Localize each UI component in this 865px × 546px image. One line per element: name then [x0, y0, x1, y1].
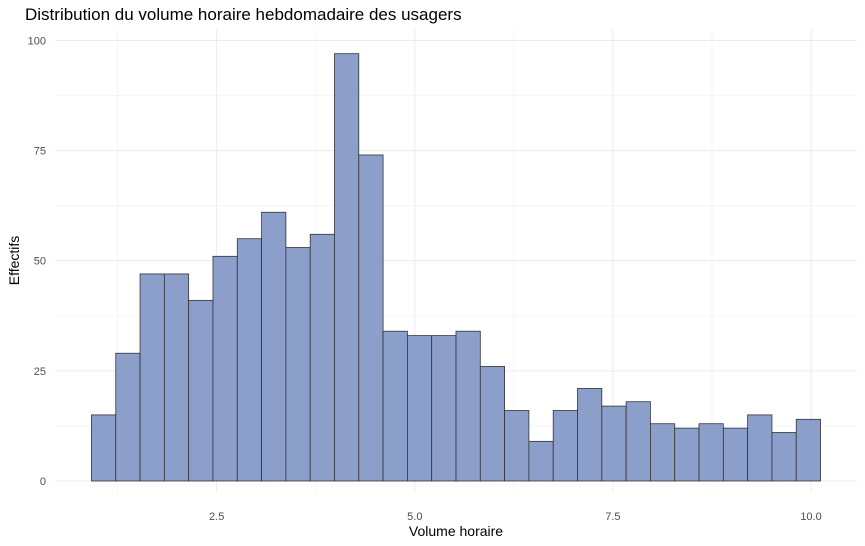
x-axis-ticks: 2.5 5.0 7.5 10.0 [209, 511, 822, 523]
x-tick-label: 10.0 [800, 511, 821, 523]
histogram-bar [188, 299, 214, 482]
histogram-bar [698, 423, 724, 482]
histogram-bar [771, 432, 797, 482]
histogram-bar [115, 352, 141, 482]
histogram-bar [431, 335, 457, 482]
histogram-bar [504, 410, 530, 482]
histogram-bar [382, 330, 408, 482]
histogram-bar [163, 273, 190, 482]
histogram-bar [747, 414, 773, 482]
histogram-bar [212, 255, 238, 482]
y-tick-label: 25 [34, 366, 46, 378]
y-tick-label: 0 [40, 476, 46, 488]
histogram-bar [601, 405, 627, 482]
histogram-bar [674, 427, 700, 482]
y-tick-label: 100 [28, 35, 46, 47]
x-axis-label: Volume horaire [409, 523, 503, 539]
histogram-bar [285, 247, 311, 482]
histogram-bar [309, 233, 335, 482]
histogram-bar [479, 366, 505, 482]
histogram-bar [334, 53, 360, 482]
histogram-bar [552, 410, 578, 482]
histogram-bar [528, 440, 554, 482]
y-tick-label: 75 [34, 146, 46, 158]
y-axis-ticks: 0 25 50 75 100 [28, 35, 46, 488]
histogram-bar [795, 418, 821, 482]
x-tick-label: 7.5 [605, 511, 620, 523]
histogram-bar [91, 414, 117, 482]
histogram-bar [406, 335, 433, 482]
histogram-bar [358, 154, 384, 482]
x-tick-label: 2.5 [209, 511, 224, 523]
y-axis-label: Effectifs [6, 236, 22, 286]
histogram-bar [577, 388, 603, 482]
x-tick-label: 5.0 [407, 511, 422, 523]
y-tick-label: 50 [34, 256, 46, 268]
histogram-bar [139, 273, 165, 482]
histogram-bar [625, 401, 651, 482]
histogram-bar [722, 427, 749, 482]
bars [91, 53, 821, 482]
histogram-bar [261, 211, 287, 482]
histogram-bar [236, 238, 262, 482]
histogram-bar [650, 423, 676, 482]
histogram-bar [455, 330, 481, 482]
chart-title: Distribution du volume horaire hebdomada… [25, 5, 462, 24]
